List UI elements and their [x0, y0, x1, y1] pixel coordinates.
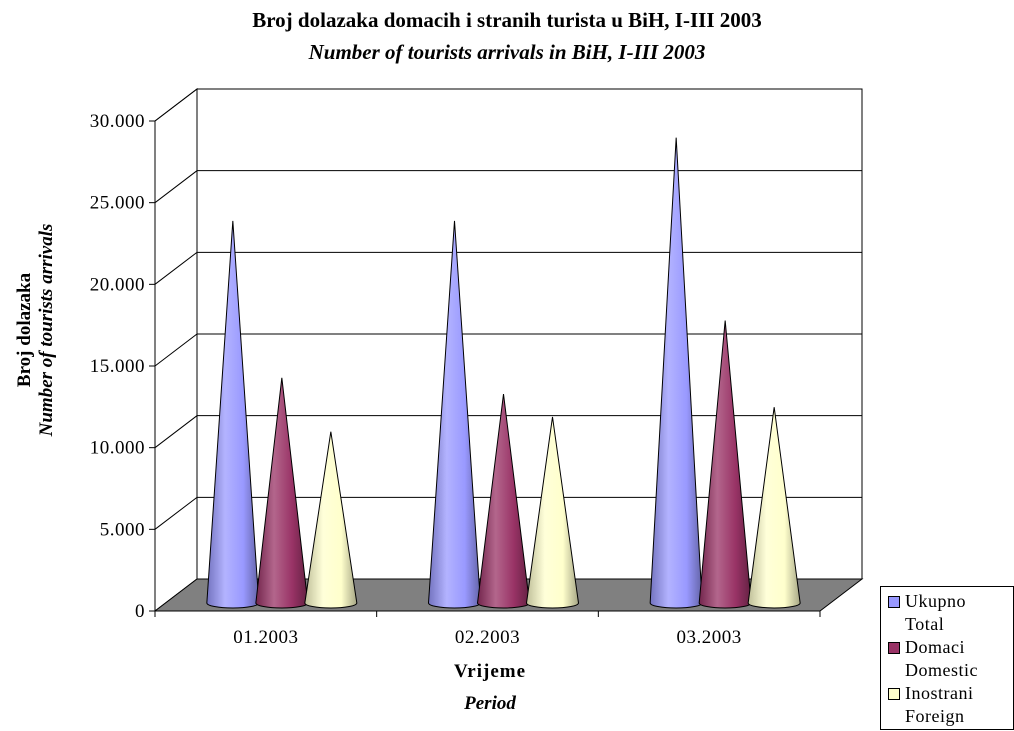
legend-sublabel: Foreign — [905, 706, 965, 726]
legend-item-foreign: Inostrani Foreign — [881, 683, 1014, 729]
x-tick-label: 01.2003 — [233, 627, 298, 648]
gridline — [154, 88, 862, 122]
y-tick-label: 10.000 — [90, 438, 145, 459]
chart-title: Broj dolazaka domacih i stranih turista … — [252, 8, 762, 32]
y-tick-label: 5.000 — [100, 519, 145, 540]
chart-subtitle: Number of tourists arrivals in BiH, I-II… — [308, 40, 706, 64]
legend-swatch-total — [888, 596, 900, 608]
legend-sublabel: Domestic — [905, 660, 978, 680]
gridline — [154, 496, 862, 530]
legend-item-total: Ukupno Total — [881, 591, 1014, 637]
x-axis-sublabel: Period — [463, 693, 516, 714]
x-axis-label: Vrijeme — [454, 661, 526, 682]
legend-label: Ukupno — [905, 591, 966, 611]
y-axis-sublabel: Number of tourists arrivals — [36, 224, 57, 438]
legend-swatch-domestic — [888, 642, 900, 654]
x-tick-label: 03.2003 — [677, 627, 742, 648]
gridline — [154, 251, 862, 285]
legend-label: Inostrani — [905, 683, 974, 703]
y-tick-label: 30.000 — [90, 111, 145, 132]
y-tick-label: 15.000 — [90, 356, 145, 377]
cone-bar — [525, 416, 580, 609]
gridline — [154, 333, 862, 367]
chart-legend: Ukupno Total Domaci Domestic Inostrani F… — [880, 586, 1014, 730]
legend-item-domestic: Domaci Domestic — [881, 637, 1014, 683]
y-tick-label: 0 — [135, 601, 145, 622]
gridline — [154, 415, 862, 449]
gridline — [154, 170, 862, 204]
y-tick-label: 25.000 — [90, 193, 145, 214]
y-axis-label: Broj dolazaka — [14, 272, 35, 387]
legend-swatch-foreign — [888, 688, 900, 700]
cone-bar — [747, 407, 801, 609]
legend-label: Domaci — [905, 637, 965, 657]
legend-sublabel: Total — [905, 614, 945, 634]
y-tick-label: 20.000 — [90, 274, 145, 295]
cone-bar — [304, 431, 358, 609]
x-tick-label: 02.2003 — [455, 627, 520, 648]
